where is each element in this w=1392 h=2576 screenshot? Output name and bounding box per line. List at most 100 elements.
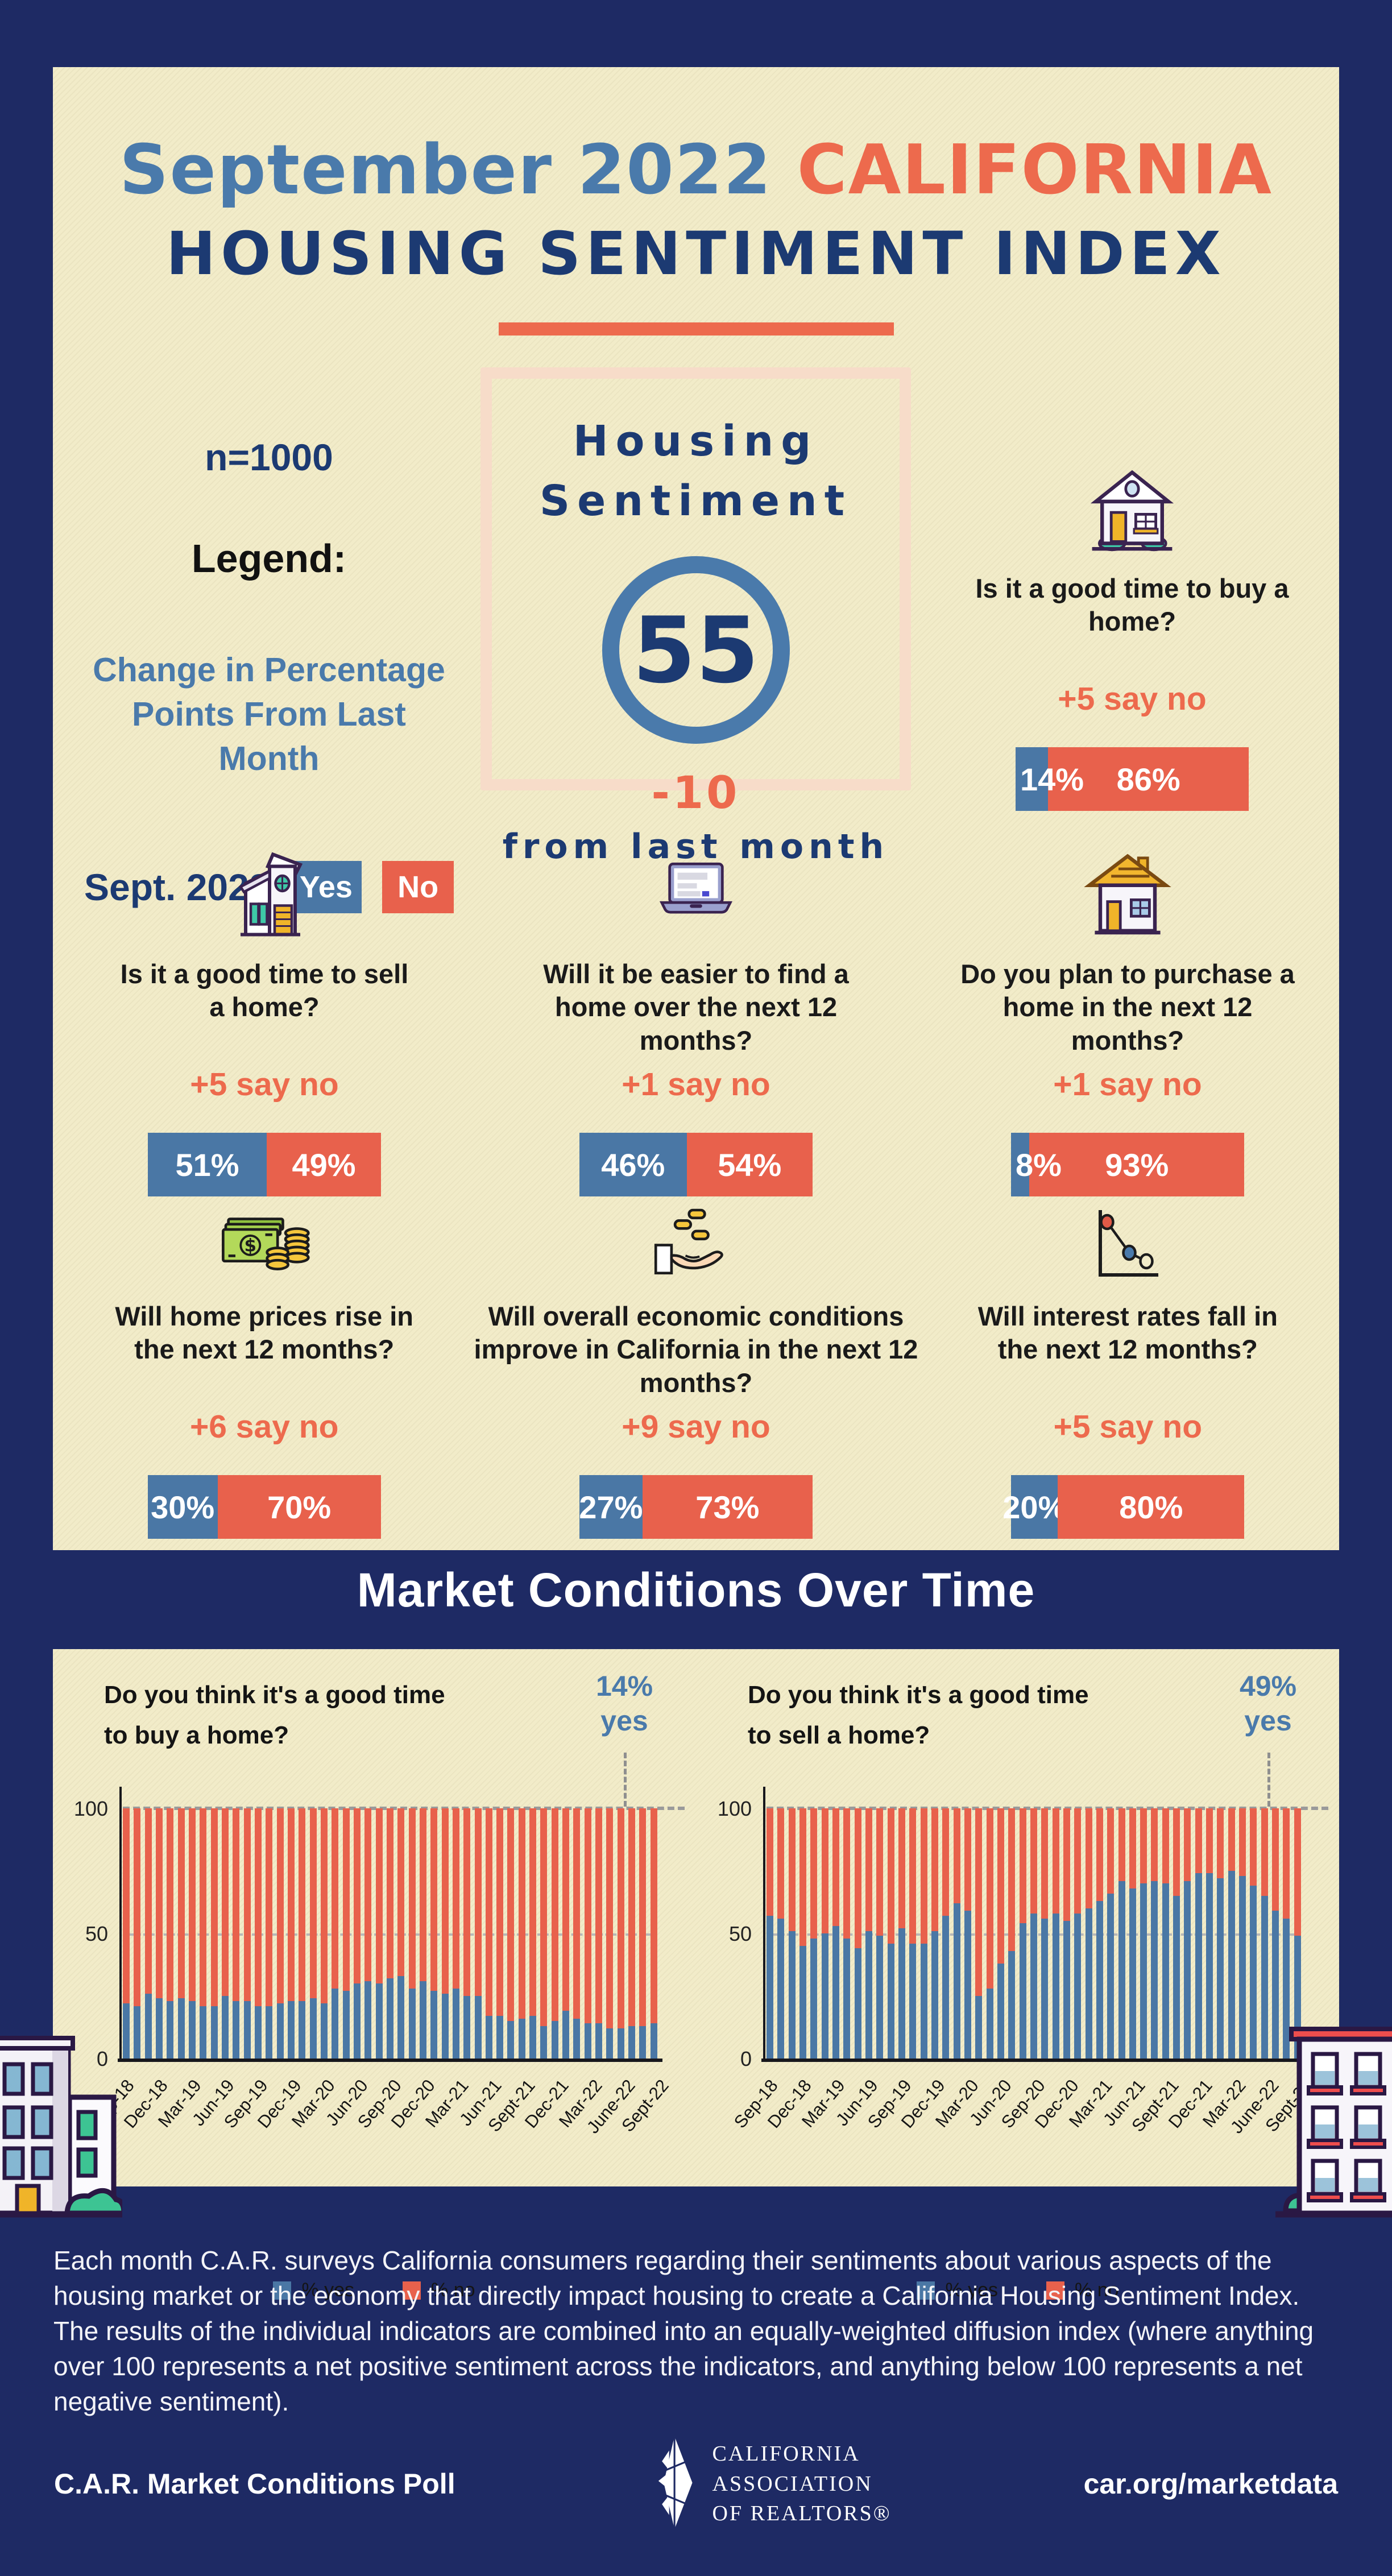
annotation-dashed-line	[624, 1753, 627, 1807]
no-segment: 49%	[267, 1133, 381, 1196]
legend-row: Sept. 2022 Yes No	[84, 860, 454, 913]
legend-no-swatch	[403, 2281, 421, 2300]
no-segment: 93%	[1029, 1133, 1244, 1196]
title-state: CALIFORNIA	[797, 131, 1273, 210]
question-note: +1 say no	[1053, 1066, 1202, 1103]
cottage-icon	[1082, 851, 1173, 942]
yes-no-bar: 8% 93%	[1011, 1133, 1244, 1196]
question-panel-prices: $ Will home prices rise in the next 12 m…	[65, 1193, 463, 1539]
x-tick-labels: Sep-18Dec-18Mar-19Jun-19Sep-19Dec-19Mar-…	[86, 2076, 673, 2138]
buildings-illustration-right	[1270, 2018, 1392, 2232]
y-tick: 100	[73, 1797, 108, 1820]
legend-label: Legend:	[191, 536, 347, 581]
money-icon: $	[216, 1193, 313, 1284]
yes-segment: 8%	[1011, 1133, 1062, 1196]
question-note: +5 say no	[190, 1066, 339, 1103]
legend-block: n=1000 Legend: Change in Percentage Poin…	[84, 436, 454, 913]
no-segment: 86%	[1048, 747, 1249, 811]
legend-month: Sept. 2022	[84, 865, 270, 908]
question-note: +1 say no	[622, 1066, 770, 1103]
plot-area: 100 50 0 Sep-18Dec-18Mar-19Jun-19Sep-19D…	[74, 1787, 685, 2137]
sentiment-score: 55	[632, 597, 759, 703]
footer-row: C.A.R. Market Conditions Poll CALIFORNIA…	[0, 2427, 1392, 2541]
legend-yes-swatch	[917, 2281, 935, 2300]
question-text: Do you plan to purchase a home in the ne…	[960, 959, 1295, 1055]
sentiment-delta-note: from last month	[502, 827, 889, 867]
yes-segment: 20%	[1002, 1475, 1066, 1539]
question-text: Will overall economic conditions improve…	[474, 1301, 918, 1398]
sample-size: n=1000	[205, 436, 333, 478]
chart-buy-over-time: Do you think it's a good time to buy a h…	[73, 1666, 685, 2301]
no-segment: 73%	[642, 1475, 813, 1539]
y-tick: 50	[728, 1922, 752, 1945]
question-panel-sell: Is it a good time to sell a home? +5 say…	[65, 851, 463, 1196]
x-axis	[761, 2059, 1306, 2062]
yes-no-bar: 46% 54%	[579, 1133, 813, 1196]
y-axis	[763, 1787, 765, 2059]
sentiment-gauge: 55	[602, 556, 790, 744]
y-axis	[119, 1787, 122, 2059]
car-logo-text: CALIFORNIA ASSOCIATION OF REALTORS®	[712, 2442, 892, 2526]
question-row-3: $ Will home prices rise in the next 12 m…	[53, 1193, 1339, 1539]
yes-no-bar: 14% 86%	[1016, 747, 1249, 811]
footer-paragraph: Each month C.A.R. surveys California con…	[53, 2246, 1314, 2417]
chart-legend: % yes % no	[73, 2279, 676, 2301]
chart-annotation: 49% yes	[1239, 1670, 1297, 1737]
question-text: Is it a good time to buy a home?	[975, 573, 1289, 637]
no-segment: 70%	[217, 1475, 381, 1539]
y-tick: 0	[740, 2047, 752, 2070]
chart-annotation: 14% yes	[595, 1670, 653, 1737]
page-subtitle: HOUSING SENTIMENT INDEX	[166, 219, 1226, 288]
laptop-icon	[648, 851, 744, 942]
question-note: +6 say no	[189, 1409, 339, 1445]
legend-no-swatch	[1046, 2281, 1065, 2300]
car-logo-icon	[648, 2434, 698, 2534]
stacked-bars	[123, 1808, 657, 2059]
chart-down-icon	[1085, 1193, 1170, 1284]
question-note: +5 say no	[1058, 681, 1207, 717]
sentiment-title: Housing Sentiment	[539, 417, 852, 526]
main-panel: September 2022 CALIFORNIA HOUSING SENTIM…	[53, 67, 1339, 1550]
question-panel-purchase: Do you plan to purchase a home in the ne…	[929, 851, 1327, 1196]
question-note: +5 say no	[1053, 1409, 1203, 1445]
charts-panel: Do you think it's a good time to buy a h…	[53, 1649, 1339, 2301]
svg-text:$: $	[244, 1236, 256, 1256]
footer-url[interactable]: car.org/marketdata	[1083, 2468, 1338, 2500]
x-axis	[118, 2059, 662, 2062]
yes-no-bar: 51% 49%	[148, 1133, 381, 1196]
sentiment-box: Housing Sentiment 55 -10 from last month	[480, 367, 911, 867]
y-tick: 50	[85, 1922, 108, 1945]
chart-legend: % yes % no	[716, 2279, 1319, 2301]
yes-segment: 30%	[147, 1475, 218, 1539]
y-tick: 0	[96, 2047, 108, 2070]
question-panel-find: Will it be easier to find a home over th…	[486, 851, 906, 1196]
y-tick: 100	[717, 1797, 752, 1820]
question-note: +9 say no	[622, 1409, 770, 1445]
legend-yes-swatch: Yes	[290, 860, 362, 913]
chart-title: Do you think it's a good time to sell a …	[748, 1681, 1089, 1750]
title-divider	[498, 322, 894, 336]
question-panel-rates: Will interest rates fall in the next 12 …	[929, 1193, 1327, 1539]
yes-segment: 46%	[579, 1133, 687, 1196]
yes-no-bar: 30% 70%	[147, 1475, 381, 1539]
question-text: Is it a good time to sell a home?	[120, 959, 409, 1022]
question-text: Will it be easier to find a home over th…	[543, 959, 849, 1055]
question-row-2: Is it a good time to sell a home? +5 say…	[53, 851, 1339, 1196]
question-text: Will interest rates fall in the next 12 …	[977, 1301, 1278, 1365]
section-title: Market Conditions Over Time	[357, 1563, 1035, 1617]
title-month: September 2022	[119, 131, 772, 210]
modern-house-icon	[222, 851, 307, 942]
no-segment: 80%	[1058, 1475, 1245, 1539]
chart-title: Do you think it's a good time to buy a h…	[104, 1681, 445, 1750]
sentiment-delta: -10	[651, 768, 740, 819]
house-icon	[1087, 465, 1178, 556]
question-panel-economy: Will overall economic conditions improve…	[463, 1193, 929, 1539]
hand-coins-icon	[651, 1193, 741, 1284]
no-segment: 54%	[686, 1133, 813, 1196]
yes-segment: 51%	[148, 1133, 267, 1196]
yes-no-bar: 20% 80%	[1002, 1475, 1245, 1539]
yes-no-bar: 27% 73%	[579, 1475, 813, 1539]
